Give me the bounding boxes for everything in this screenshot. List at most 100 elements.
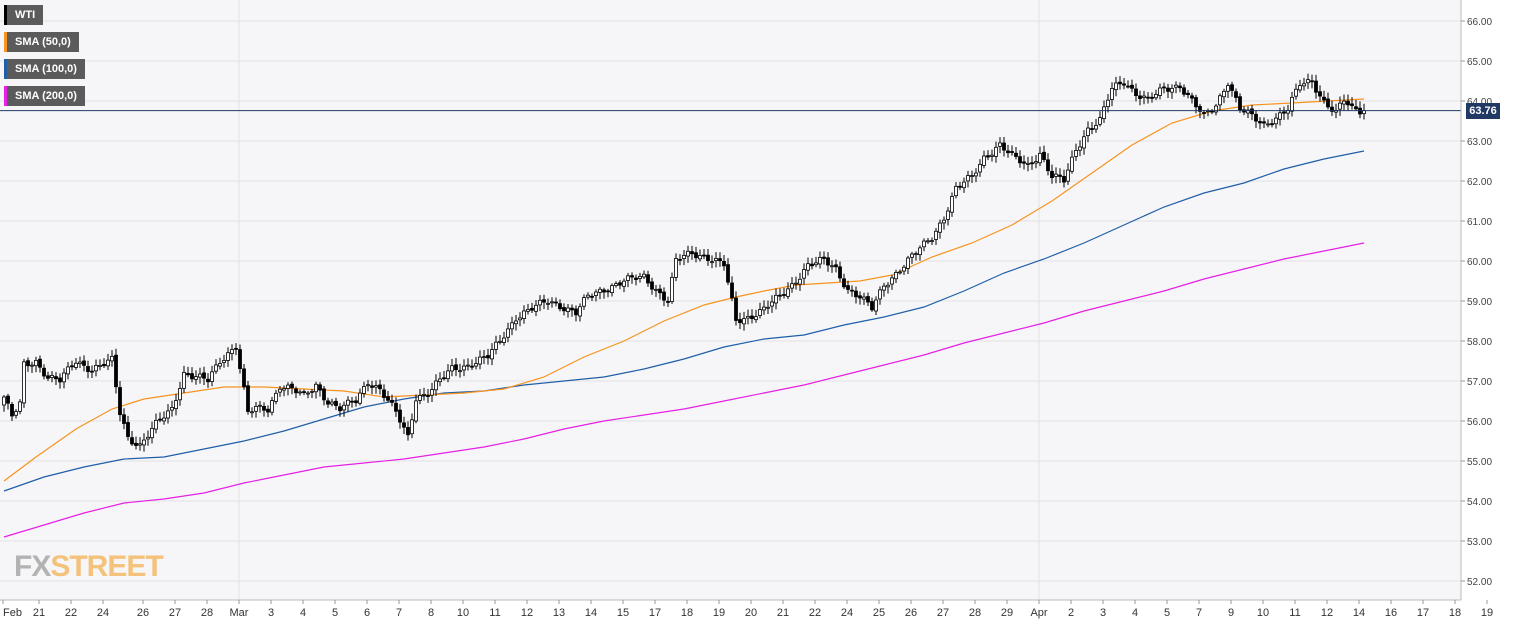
- candle-up: [830, 265, 834, 268]
- candle-down: [42, 367, 46, 377]
- candle-down: [1126, 85, 1130, 88]
- y-tick-label: 58.00: [1467, 337, 1492, 348]
- x-tick-label: Mar: [230, 607, 249, 619]
- candle-up: [478, 356, 482, 365]
- candle-down: [574, 308, 578, 316]
- candle-down: [6, 395, 10, 404]
- candle-down: [1230, 84, 1234, 91]
- candle-up: [1054, 173, 1058, 177]
- candle-down: [426, 395, 430, 397]
- legend-sma-200[interactable]: SMA (200,0): [4, 86, 85, 106]
- candle-up: [1290, 96, 1294, 112]
- candle-up: [150, 428, 154, 439]
- candle-up: [642, 273, 646, 278]
- candle-up: [1106, 99, 1110, 108]
- x-tick-label: 25: [873, 607, 885, 619]
- candle-down: [378, 384, 382, 390]
- candle-down: [70, 365, 74, 368]
- candle-down: [650, 281, 654, 290]
- y-tick-label: 55.00: [1467, 457, 1492, 468]
- candle-down: [318, 384, 322, 391]
- x-tick-label: 27: [169, 607, 181, 619]
- y-tick-label: 54.00: [1467, 497, 1492, 508]
- legend-sma-50[interactable]: SMA (50,0): [4, 32, 79, 52]
- candle-up: [230, 349, 234, 354]
- legend-wti-label: WTI: [15, 9, 36, 21]
- candle-up: [894, 272, 898, 280]
- y-tick-label: 61.00: [1467, 217, 1492, 228]
- candle-up: [962, 181, 966, 189]
- candle-down: [822, 256, 826, 259]
- candle-down: [1018, 156, 1022, 164]
- candle-down: [322, 388, 326, 401]
- candle-down: [394, 402, 398, 412]
- x-tick-label: 4: [1132, 607, 1138, 619]
- x-tick-label: 22: [65, 607, 77, 619]
- candle-up: [526, 309, 530, 312]
- legend-sma-100-label: SMA (100,0): [15, 63, 77, 75]
- candle-down: [130, 437, 134, 445]
- candle-down: [834, 264, 838, 268]
- candle-down: [1166, 87, 1170, 92]
- x-axis: Feb 21 22 24 26 27 28 Mar 3 4 5 6 7 8 10 11 12 13 14 15 17 18…: [2, 600, 1493, 619]
- candle-up: [1218, 95, 1222, 106]
- candle-up: [898, 271, 902, 274]
- candle-up: [330, 401, 334, 405]
- candle-up: [198, 373, 202, 378]
- candle-up: [422, 393, 426, 396]
- candle-up: [30, 364, 34, 367]
- x-tick-label: 15: [617, 607, 629, 619]
- candle-up: [138, 443, 142, 446]
- sma-50-line: [3, 98, 1365, 482]
- candle-down: [1318, 91, 1322, 97]
- candle-down: [1314, 80, 1318, 93]
- candle-up: [566, 307, 570, 312]
- candle-down: [1234, 91, 1238, 98]
- candle-down: [826, 257, 830, 266]
- candle-up: [594, 291, 598, 296]
- x-tick-label: 29: [1001, 607, 1013, 619]
- legend-sma-100[interactable]: SMA (100,0): [4, 59, 85, 79]
- x-tick-label: 17: [649, 607, 661, 619]
- x-tick-label: 21: [33, 607, 45, 619]
- candle-down: [606, 290, 610, 293]
- candle-up: [62, 372, 66, 383]
- x-tick-label: Apr: [1030, 607, 1047, 619]
- candle-down: [126, 422, 130, 437]
- candle-down: [398, 409, 402, 423]
- x-tick-label: 5: [1164, 607, 1170, 619]
- candle-down: [1186, 92, 1190, 96]
- candle-up: [502, 337, 506, 343]
- candle-down: [386, 396, 390, 401]
- candle-up: [1226, 85, 1230, 92]
- candle-up: [446, 370, 450, 380]
- candle-up: [14, 411, 18, 416]
- candle-up: [286, 384, 290, 389]
- candle-down: [350, 400, 354, 403]
- candle-down: [10, 404, 14, 417]
- candle-down: [666, 300, 670, 303]
- candle-down: [570, 307, 574, 311]
- candle-up: [430, 389, 434, 396]
- plot-background: [0, 0, 1461, 600]
- candle-down: [1030, 162, 1034, 165]
- candle-up: [310, 390, 314, 393]
- candle-down: [1118, 81, 1122, 85]
- candle-up: [410, 419, 414, 435]
- candle-up: [1070, 156, 1074, 172]
- y-tick-label: 57.00: [1467, 377, 1492, 388]
- candle-up: [498, 340, 502, 343]
- candle-up: [450, 365, 454, 372]
- candle-up: [946, 210, 950, 220]
- candle-down: [722, 261, 726, 267]
- x-tick-label: 8: [428, 607, 434, 619]
- candle-up: [914, 253, 918, 256]
- candle-up: [942, 219, 946, 224]
- candle-down: [262, 406, 266, 411]
- candle-down: [294, 388, 298, 394]
- x-tick-label: 18: [1449, 607, 1461, 619]
- legend-wti[interactable]: WTI: [4, 5, 44, 25]
- x-tick-label: 24: [97, 607, 109, 619]
- x-tick-label: 28: [969, 607, 981, 619]
- candle-down: [1002, 142, 1006, 151]
